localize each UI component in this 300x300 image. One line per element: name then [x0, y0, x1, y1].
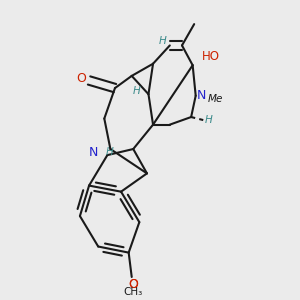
Text: H: H [106, 147, 114, 157]
Text: O: O [128, 278, 138, 291]
Text: H: H [132, 86, 140, 96]
Text: H: H [205, 115, 213, 125]
Text: N: N [89, 146, 98, 159]
Text: CH₃: CH₃ [124, 287, 143, 297]
Text: Me: Me [208, 94, 223, 104]
Text: HO: HO [202, 50, 220, 63]
Text: H: H [158, 36, 166, 46]
Text: O: O [76, 72, 86, 86]
Text: O: O [128, 278, 138, 291]
Text: N: N [197, 89, 207, 102]
